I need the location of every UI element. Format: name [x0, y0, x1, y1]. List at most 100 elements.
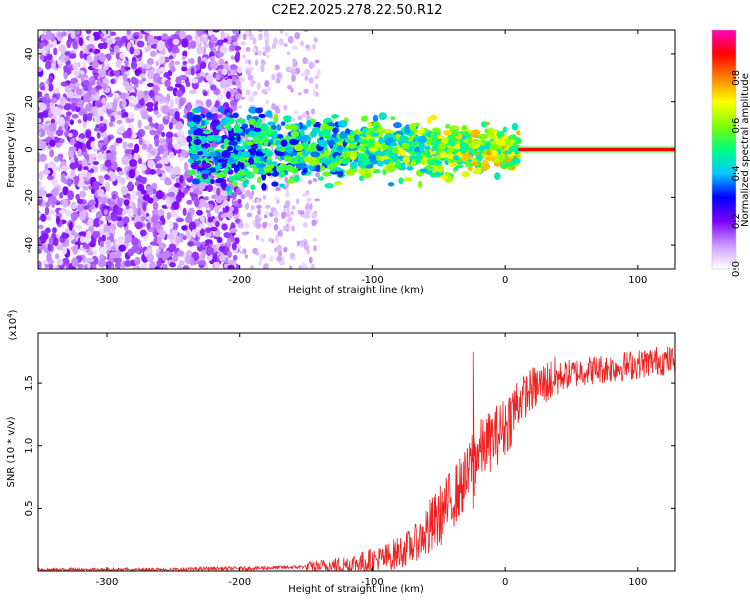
heatmap-cell	[76, 263, 84, 269]
heatmap-cell	[165, 198, 171, 208]
heatmap-cell	[131, 244, 140, 253]
heatmap-cell	[217, 106, 225, 113]
heatmap-cell	[426, 131, 431, 137]
heatmap-cell	[146, 253, 155, 263]
heatmap-cell	[269, 255, 274, 262]
heatmap-cell	[83, 263, 88, 269]
heatmap-cell	[110, 161, 118, 170]
heatmap-cell	[262, 221, 267, 229]
heatmap-cell	[502, 126, 508, 133]
heatmap-cell	[133, 78, 139, 85]
heatmap-cell	[371, 132, 380, 137]
heatmap-cell	[445, 123, 451, 129]
heatmap-cell	[114, 36, 122, 41]
heatmap-cell	[239, 156, 247, 163]
heatmap-cell	[82, 79, 90, 87]
heatmap-cell	[138, 136, 143, 146]
heatmap-cell	[252, 37, 257, 45]
heatmap-cell	[404, 177, 413, 182]
heatmap-cell	[327, 134, 332, 141]
heatmap-cell	[139, 229, 147, 237]
heatmap-cell	[468, 143, 474, 149]
heatmap-cell	[44, 125, 50, 131]
heatmap-cell	[91, 61, 99, 69]
heatmap-cell	[143, 125, 152, 130]
heatmap-cell	[50, 209, 55, 215]
heatmap-cell	[255, 234, 259, 241]
heatmap-cell	[230, 222, 235, 227]
heatmap-cell	[166, 212, 172, 220]
heatmap-cell	[495, 139, 506, 146]
heatmap-cell	[98, 68, 107, 78]
heatmap-cell	[216, 172, 226, 179]
heatmap-cell	[302, 57, 308, 65]
heatmap-cell	[207, 30, 213, 37]
heatmap-cell	[146, 185, 153, 192]
heatmap-cell	[66, 111, 72, 117]
heatmap-cell	[79, 190, 87, 198]
heatmap-cell	[38, 239, 41, 245]
heatmap-cell	[68, 146, 77, 151]
heatmap-cell	[45, 215, 52, 221]
heatmap-cell	[74, 157, 79, 162]
heatmap-cell	[78, 37, 84, 46]
heatmap-cell	[128, 95, 136, 101]
heatmap-cell	[291, 257, 296, 261]
heatmap-cell	[285, 146, 294, 154]
heatmap-cell	[217, 93, 224, 101]
heatmap-cell	[59, 96, 67, 107]
heatmap-cell	[82, 243, 90, 250]
heatmap-cell	[134, 256, 141, 266]
heatmap-cell	[311, 219, 317, 227]
heatmap-cell	[231, 75, 237, 82]
heatmap-cell	[68, 132, 73, 138]
heatmap-cell	[187, 113, 194, 121]
heatmap-cell	[82, 171, 87, 178]
heatmap-cell	[285, 164, 294, 172]
heatmap-cell	[155, 60, 160, 67]
heatmap-cell	[268, 237, 274, 243]
heatmap-cell	[256, 50, 263, 56]
heatmap-cell	[315, 171, 321, 178]
heatmap-cell	[504, 150, 512, 155]
heatmap-cell	[461, 155, 469, 163]
heatmap-cell	[290, 124, 299, 131]
heatmap-cell	[64, 51, 71, 56]
heatmap-cell	[185, 230, 191, 239]
heatmap-cell	[97, 106, 105, 117]
heatmap-cell	[159, 242, 167, 250]
heatmap-cell	[181, 225, 188, 231]
heatmap-cell	[265, 99, 269, 105]
heatmap-cell	[169, 220, 174, 230]
heatmap-cell	[46, 175, 54, 181]
heatmap-cell	[85, 129, 92, 139]
snr-line-area	[38, 346, 675, 571]
heatmap-cell	[255, 121, 261, 129]
heatmap-cell	[255, 59, 259, 67]
heatmap-cell	[106, 102, 113, 110]
heatmap-cell	[116, 207, 124, 215]
heatmap-cell	[384, 132, 395, 139]
heatmap-cell	[290, 130, 300, 138]
heatmap-cell	[296, 241, 300, 247]
heatmap-cell	[88, 199, 96, 206]
heatmap-cell	[38, 51, 44, 56]
heatmap-cell	[353, 129, 360, 135]
heatmap-cell	[189, 257, 195, 266]
heatmap-cell	[244, 254, 248, 259]
heatmap-cell	[401, 162, 406, 168]
heatmap-cell	[124, 84, 133, 92]
heatmap-cell	[234, 53, 240, 63]
heatmap-cell	[216, 39, 224, 46]
heatmap-cell	[226, 126, 233, 131]
heatmap-cell	[386, 136, 394, 144]
heatmap-cell	[216, 187, 221, 196]
heatmap-cell	[205, 99, 212, 108]
heatmap-cell	[77, 99, 85, 107]
heatmap-cell	[288, 217, 293, 222]
heatmap-cell	[195, 128, 203, 136]
heatmap-cell	[73, 68, 79, 77]
heatmap-cell	[148, 261, 156, 269]
heatmap-cell	[55, 215, 61, 225]
